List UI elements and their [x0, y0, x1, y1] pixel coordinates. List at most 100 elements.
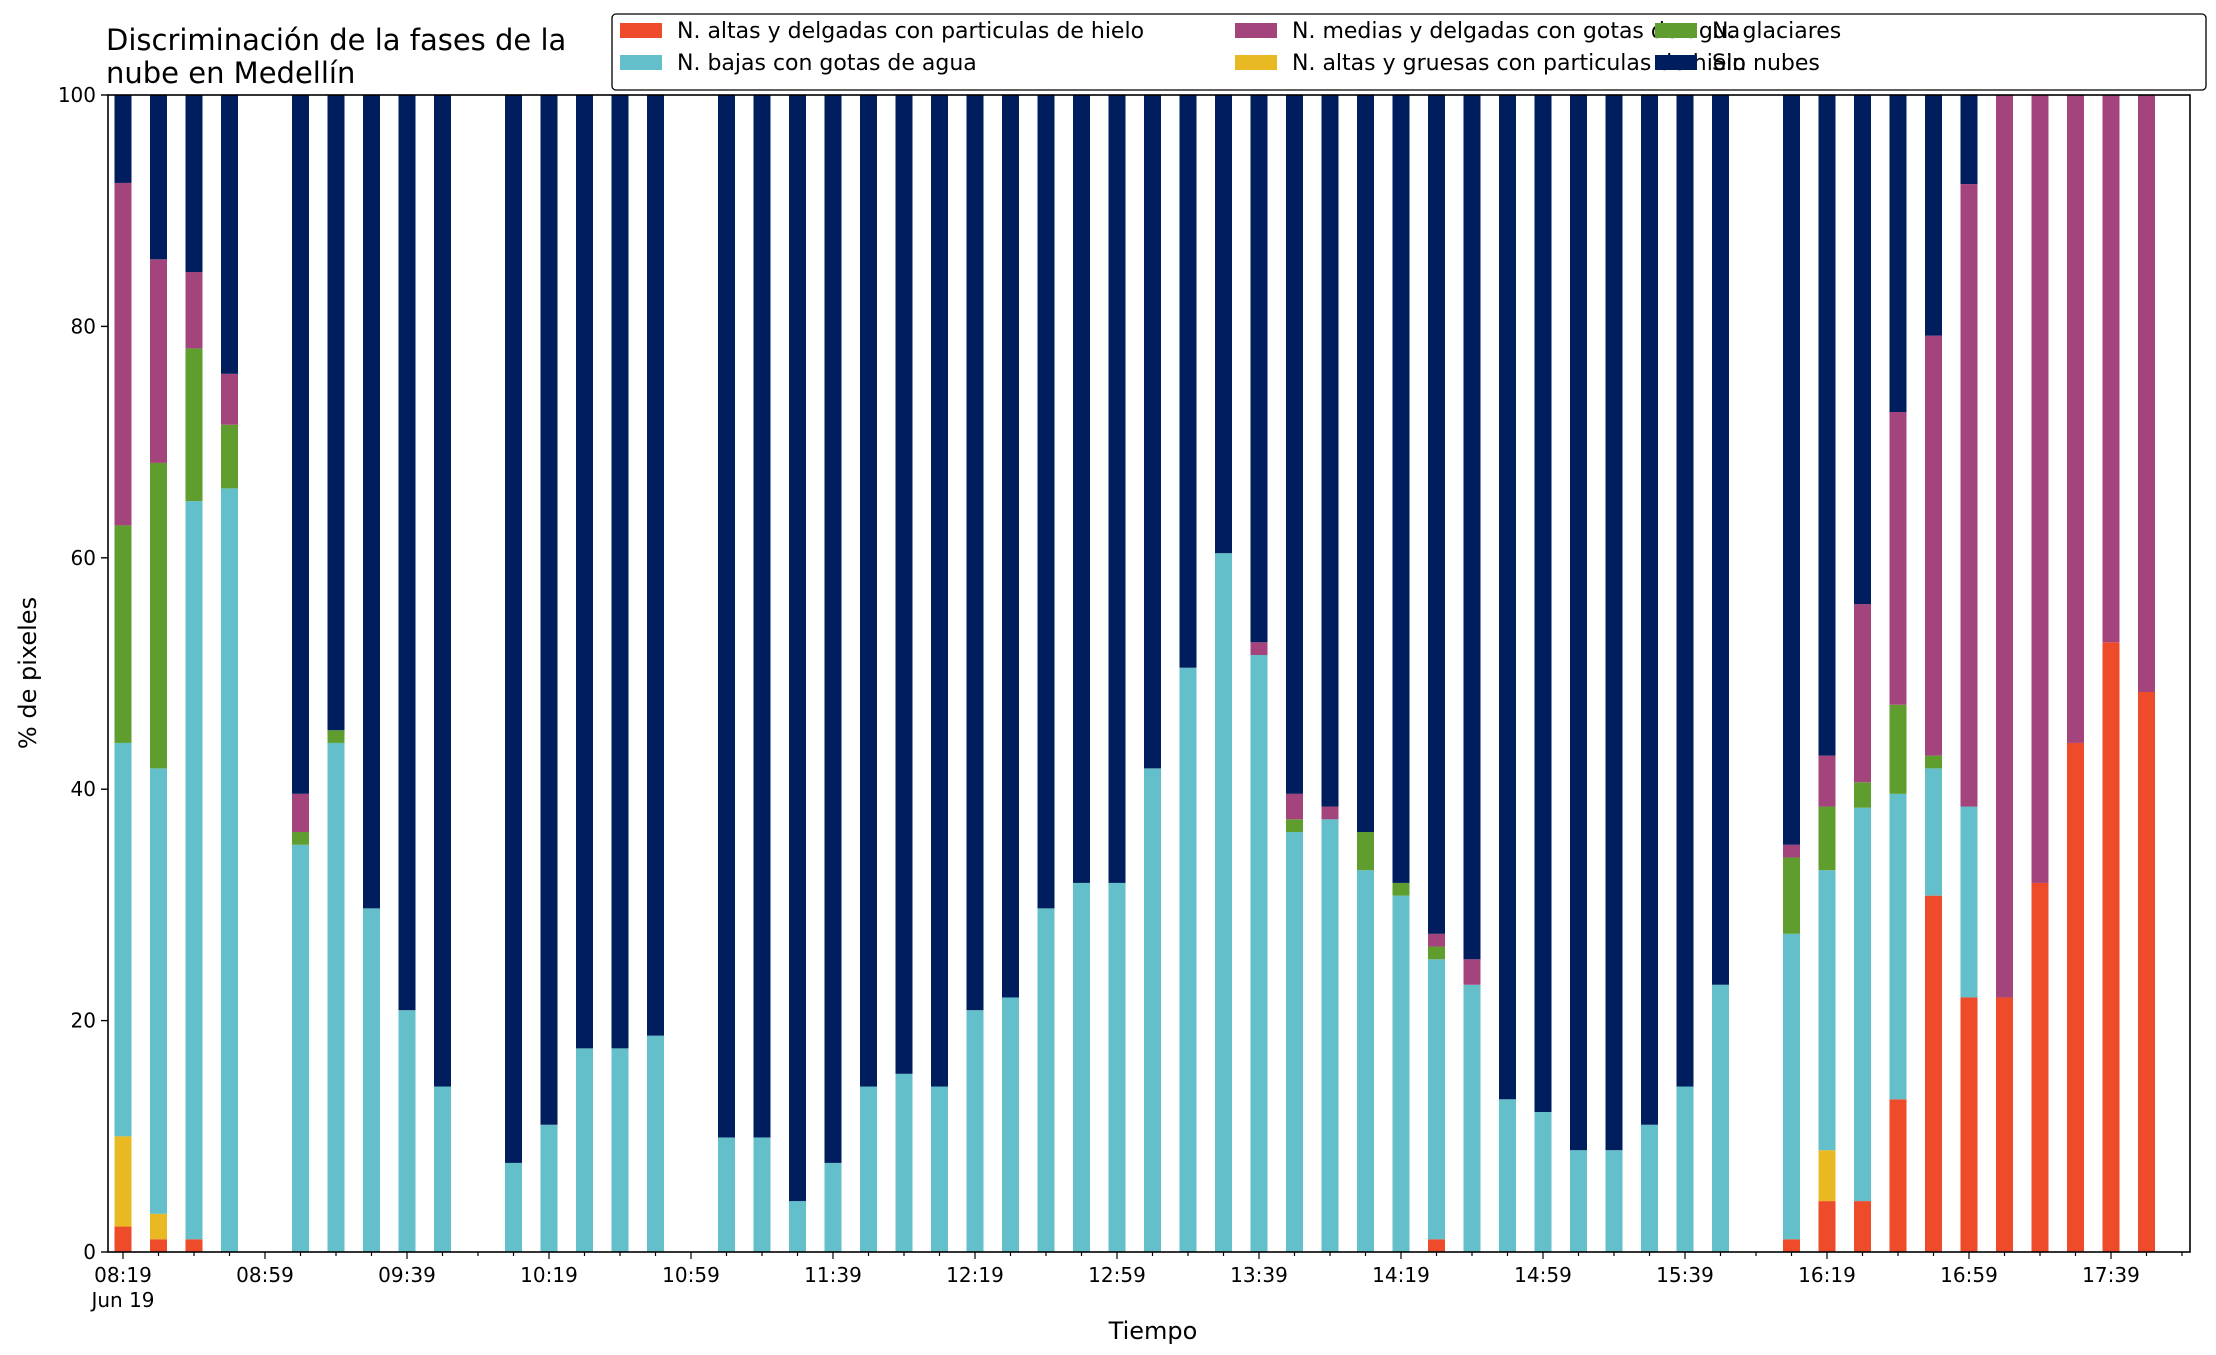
bar-segment	[1605, 1150, 1623, 1252]
bar-segment	[1037, 95, 1055, 909]
bar-segment	[1463, 95, 1481, 960]
bar-segment	[1286, 819, 1303, 833]
bar-segment	[1889, 412, 1907, 705]
bar-segment	[434, 95, 451, 1087]
legend-swatch	[620, 23, 662, 38]
y-tick-label: 40	[71, 777, 96, 801]
bar-segment	[1570, 1150, 1587, 1252]
bar-segment	[1428, 95, 1445, 934]
bar-segment	[150, 259, 167, 463]
bar-segment	[292, 832, 309, 845]
y-tick-label: 60	[71, 546, 96, 570]
bar-segment	[824, 95, 842, 1163]
bar-segment	[398, 95, 416, 1011]
bar-segment	[718, 1137, 735, 1252]
bar-segment	[221, 373, 238, 425]
bar-segment	[1783, 933, 1800, 1240]
bar-segment	[1889, 793, 1907, 1100]
bar-segment	[150, 462, 167, 769]
bar-segment	[1996, 997, 2013, 1252]
bar-segment	[1428, 933, 1445, 947]
bar-segment	[1250, 95, 1268, 643]
bar-segment	[221, 424, 238, 489]
x-tick-label: 17:39	[2082, 1263, 2140, 1287]
bar-segment	[576, 1048, 593, 1252]
bar-segment	[1286, 832, 1303, 1252]
bar-segment	[1889, 704, 1907, 794]
bar-segment	[185, 95, 203, 273]
bar-segment	[292, 95, 309, 794]
bar-segment	[1925, 768, 1942, 896]
y-tick-label: 100	[58, 83, 96, 107]
bar-segment	[1960, 997, 1978, 1252]
x-tick-sublabel: Jun 19	[89, 1288, 154, 1312]
bar-segment	[1960, 95, 1978, 185]
bar-segment	[327, 95, 345, 731]
bar-segment	[1854, 1201, 1871, 1252]
bar-segment	[789, 95, 806, 1202]
bar-segment	[1712, 95, 1729, 985]
bar-segment	[1179, 667, 1197, 1252]
bar-segment	[114, 525, 132, 743]
bar-segment	[789, 1201, 806, 1252]
bar-segment	[1179, 95, 1197, 668]
bar-segment	[150, 95, 167, 260]
x-tick-label: 10:59	[662, 1263, 720, 1287]
bar-segment	[1321, 806, 1339, 820]
x-tick-label: 08:59	[236, 1263, 294, 1287]
bar-segment	[895, 95, 913, 1074]
bar-segment	[1641, 95, 1658, 1125]
bar-segment	[434, 1086, 451, 1252]
bar-segment	[2031, 882, 2049, 1252]
bar-segment	[1357, 95, 1374, 833]
bar-segment	[1321, 819, 1339, 1252]
bar-segment	[1783, 95, 1800, 845]
x-tick-label: 16:59	[1940, 1263, 1998, 1287]
bar-segment	[647, 1035, 664, 1252]
bar-segment	[292, 793, 309, 833]
bar-segment	[1321, 95, 1339, 807]
bar-segment	[2102, 95, 2120, 643]
bar-segment	[114, 742, 132, 1137]
bar-segment	[1854, 95, 1871, 605]
bar-segment	[1818, 1150, 1836, 1202]
bar-segment	[1499, 95, 1516, 1100]
x-tick-label: 11:39	[804, 1263, 862, 1287]
bar-segment	[363, 95, 380, 909]
bar-segment	[1534, 1112, 1552, 1252]
bar-segment	[185, 501, 203, 1240]
bar-segment	[860, 95, 877, 1087]
bar-segment	[1108, 882, 1126, 1252]
bar-segment	[2138, 692, 2155, 1252]
bar-segment	[2067, 742, 2084, 1252]
bar-segment	[1428, 1239, 1445, 1252]
x-tick-label: 09:39	[378, 1263, 436, 1287]
bar-segment	[363, 908, 380, 1252]
bar-segment	[1818, 1201, 1836, 1252]
bar-segment	[1108, 95, 1126, 883]
bar-segment	[1925, 755, 1942, 769]
bar-segment	[1428, 959, 1445, 1240]
bar-segment	[647, 95, 664, 1036]
legend-entry-label: N. glaciares	[1712, 19, 1841, 44]
bar-segment	[966, 1010, 984, 1252]
bar-segment	[966, 95, 984, 1011]
legend-swatch	[1655, 23, 1697, 38]
plot-frame	[107, 94, 2191, 1253]
bar-segment	[1854, 604, 1871, 783]
x-tick-label: 12:59	[1088, 1263, 1146, 1287]
bars-layer	[114, 95, 2155, 1252]
bar-segment	[1463, 959, 1481, 985]
legend-entry-label: N. altas y delgadas con particulas de hi…	[677, 19, 1144, 44]
bar-segment	[931, 1086, 948, 1252]
bar-segment	[114, 1226, 132, 1252]
bar-segment	[718, 95, 735, 1138]
x-tick-label: 10:19	[520, 1263, 578, 1287]
y-axis-label: % de pixeles	[14, 597, 42, 749]
bar-segment	[576, 95, 593, 1049]
bar-segment	[1357, 832, 1374, 871]
x-tick-label: 12:19	[946, 1263, 1004, 1287]
bar-segment	[292, 844, 309, 1252]
bar-segment	[1073, 882, 1090, 1252]
bar-segment	[1392, 895, 1410, 1252]
